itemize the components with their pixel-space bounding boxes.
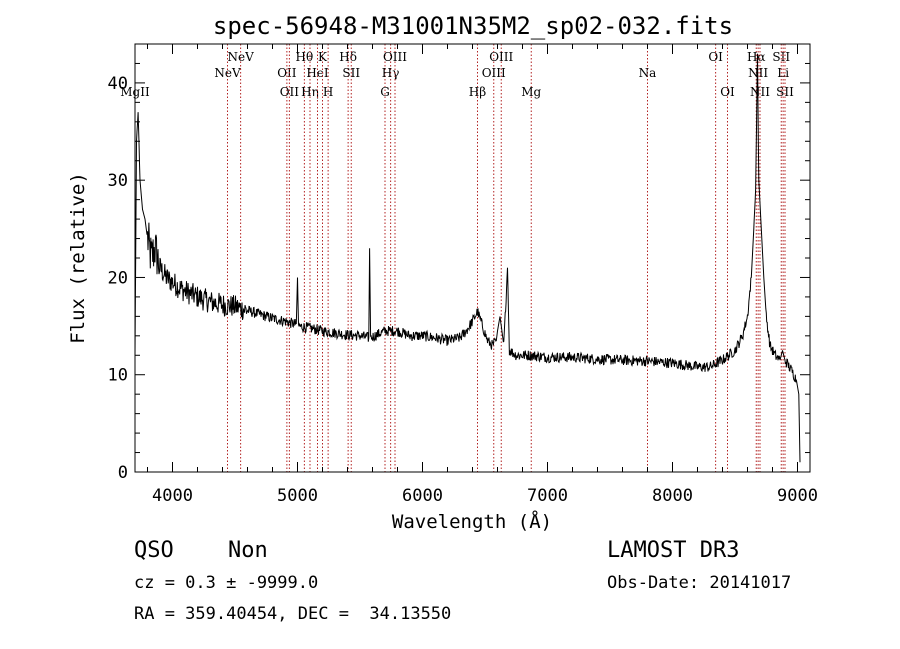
line-label: OI (720, 85, 735, 99)
line-label: OII (280, 85, 300, 99)
line-label: NII (750, 85, 770, 99)
object-class: QSO (134, 538, 174, 563)
object-subclass: Non (228, 538, 268, 563)
line-label: Hη (301, 85, 319, 99)
line-label: NII (748, 66, 768, 80)
line-label: H (323, 85, 333, 99)
line-label: OIII (482, 66, 506, 80)
line-label: NeV (214, 66, 241, 80)
y-tick-label: 30 (108, 171, 128, 191)
spectrum-series (134, 53, 801, 463)
line-label: Hβ (469, 85, 486, 99)
y-tick-label: 40 (108, 74, 128, 94)
x-tick-label: 7000 (527, 486, 568, 506)
line-label: Li (777, 66, 789, 80)
line-label: Hθ (296, 50, 314, 64)
line-label: HeI (306, 66, 329, 80)
x-axis-label: Wavelength (Å) (392, 510, 552, 533)
y-tick-label: 20 (108, 268, 128, 288)
line-label: K (318, 50, 328, 64)
line-label: NeV (227, 50, 254, 64)
y-axis-label: Flux (relative) (67, 172, 89, 344)
line-label: OII (277, 66, 297, 80)
spectrum-line (134, 53, 801, 463)
line-label: G (380, 85, 390, 99)
chart-title: spec-56948-M31001N35M2_sp02-032.fits (213, 12, 733, 40)
y-tick-label: 10 (108, 366, 128, 386)
line-label: Hδ (339, 50, 357, 64)
line-label: SII (776, 85, 794, 99)
x-tick-label: 5000 (277, 486, 318, 506)
line-label: SII (342, 66, 360, 80)
y-tick-label: 0 (118, 463, 128, 483)
line-label: OIII (489, 50, 513, 64)
line-label: Mg (521, 85, 541, 99)
line-label: OIII (383, 50, 407, 64)
axes: 4000 5000 6000 7000 8000 9000 0 10 20 30 40 (108, 43, 818, 506)
line-label: SII (772, 50, 790, 64)
x-tick-label: 8000 (652, 486, 693, 506)
plot-frame (134, 43, 811, 473)
observation-date: Obs-Date: 20141017 (607, 573, 792, 593)
x-tick-label: 9000 (777, 486, 818, 506)
x-tick-label: 4000 (152, 486, 193, 506)
line-label: Hγ (382, 66, 400, 80)
x-tick-label: 6000 (402, 486, 443, 506)
line-label: OI (708, 50, 723, 64)
redshift-value: cz = 0.3 ± -9999.0 (134, 573, 319, 593)
emission-line-markers: MgIINeVNeVOIIOIIHθHηHeIKHHδSIIGHγOIIIHβO… (120, 44, 794, 472)
survey-name: LAMOST DR3 (607, 538, 740, 563)
coordinates: RA = 359.40454, DEC = 34.13550 (134, 604, 452, 624)
line-label: Hα (747, 50, 766, 64)
line-label: Na (639, 66, 657, 80)
